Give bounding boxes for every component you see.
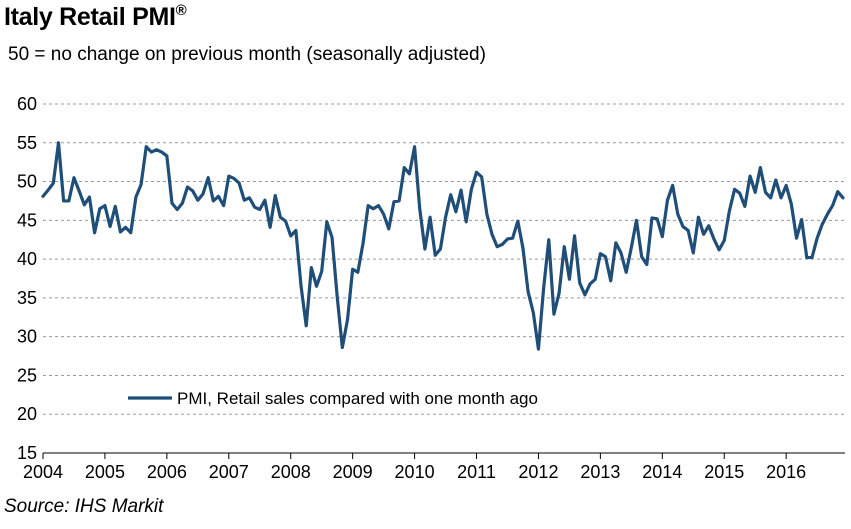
x-tick-label: 2013 [580, 462, 620, 482]
x-tick-label: 2012 [518, 462, 558, 482]
x-tick-label: 2005 [85, 462, 125, 482]
x-tick-label: 2015 [704, 462, 744, 482]
y-tick-label: 55 [17, 133, 37, 153]
registered-mark: ® [175, 2, 187, 19]
x-tick-label: 2014 [642, 462, 682, 482]
gridlines [43, 103, 845, 415]
y-tick-label: 30 [17, 327, 37, 347]
x-tick-label: 2006 [147, 462, 187, 482]
x-tick-label: 2008 [271, 462, 311, 482]
legend-label: PMI, Retail sales compared with one mont… [177, 389, 538, 408]
x-tick-label: 2016 [766, 462, 806, 482]
source-note: Source: IHS Markit [4, 496, 164, 517]
x-axis: 2004 2005 2006 2007 2008 2009 2010 2011 2012 2013… [23, 452, 845, 482]
series-line-0 [41, 141, 845, 351]
x-tick-label: 2007 [209, 462, 249, 482]
legend: PMI, Retail sales compared with one mont… [128, 389, 538, 408]
chart-title-text: Italy Retail PMI [4, 3, 176, 31]
x-tick-label: 2011 [457, 462, 496, 482]
y-tick-label: 20 [17, 404, 37, 424]
y-axis: 15 20 25 30 35 40 45 50 55 60 [17, 94, 37, 463]
y-tick-label: 40 [17, 249, 37, 269]
x-tick-label: 2010 [395, 462, 435, 482]
y-tick-label: 50 [17, 172, 37, 192]
chart-title: Italy Retail PMI® [4, 2, 187, 32]
series-layer [41, 141, 845, 351]
y-tick-label: 25 [17, 365, 37, 385]
y-tick-label: 15 [17, 443, 37, 463]
x-tick-label: 2004 [23, 462, 63, 482]
chart-subtitle: 50 = no change on previous month (season… [8, 44, 486, 65]
x-tick-label: 2009 [333, 462, 373, 482]
y-tick-label: 45 [17, 210, 37, 230]
y-tick-label: 60 [17, 94, 37, 114]
y-tick-label: 35 [17, 288, 37, 308]
